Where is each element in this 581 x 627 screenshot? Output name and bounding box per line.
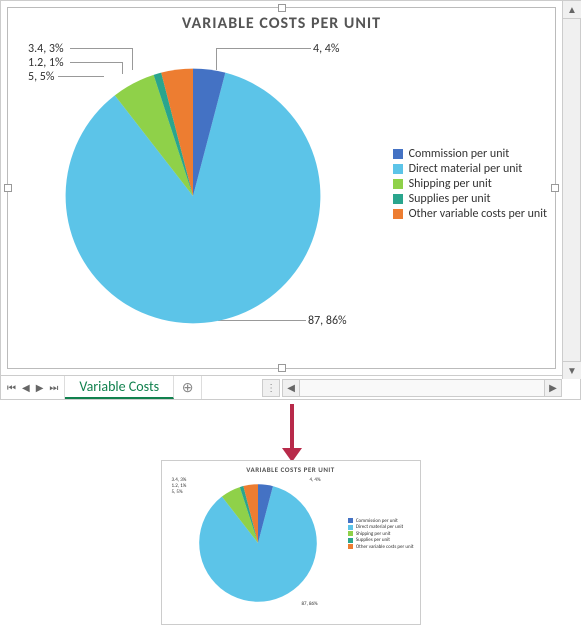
pie-chart[interactable]	[63, 66, 323, 326]
legend-swatch	[393, 194, 403, 204]
nav-first-icon[interactable]: ⏮	[7, 381, 16, 394]
legend-label: Direct material per unit	[409, 162, 523, 176]
leader-line	[70, 62, 122, 63]
leader-line	[216, 48, 311, 49]
scroll-up-button[interactable]: ▲	[563, 1, 581, 19]
data-label-supplies: 1.2, 1%	[28, 56, 64, 70]
excel-window: VARIABLE COSTS PER UNIT 3.4, 3% 1.2, 1% …	[0, 0, 581, 400]
data-label-commission: 4, 4%	[313, 42, 339, 56]
nav-prev-icon[interactable]: ◀	[22, 381, 30, 394]
sheet-nav-buttons: ⏮ ◀ ▶ ⏭	[1, 376, 65, 399]
hscroll-track[interactable]	[300, 379, 544, 397]
new-sheet-button[interactable]: ⊕	[174, 376, 202, 399]
legend-swatch	[393, 149, 403, 159]
legend-swatch	[393, 179, 403, 189]
arrow-indicator	[0, 400, 581, 460]
scroll-right-button[interactable]: ▶	[544, 379, 562, 397]
thumb-legend: Commission per unit Direct material per …	[348, 517, 414, 550]
leader-line	[70, 48, 132, 49]
legend-label: Supplies per unit	[409, 192, 491, 206]
chart-title[interactable]: VARIABLE COSTS PER UNIT	[8, 8, 555, 35]
nav-last-icon[interactable]: ⏭	[49, 381, 58, 394]
chart-legend[interactable]: Commission per unit Direct material per …	[393, 146, 547, 222]
legend-swatch	[393, 209, 403, 219]
chart-plot-area[interactable]: 3.4, 3% 1.2, 1% 5, 5% 4, 4% 87, 86%	[8, 36, 555, 368]
data-label-other: 3.4, 3%	[28, 42, 64, 56]
sheet-tab-bar: ⏮ ◀ ▶ ⏭ Variable Costs ⊕ ⋮ ◀ ▶	[1, 375, 562, 399]
nav-next-icon[interactable]: ▶	[36, 381, 44, 394]
thumb-title: VARIABLE COSTS PER UNIT	[162, 461, 420, 474]
vertical-scrollbar[interactable]: ▲ ▼	[562, 1, 580, 379]
horizontal-scrollbar[interactable]: ⋮ ◀ ▶	[262, 376, 562, 399]
legend-label: Shipping per unit	[409, 177, 492, 191]
legend-label: Other variable costs per unit	[409, 207, 547, 221]
thumb-pie	[198, 483, 318, 603]
legend-item-shipping[interactable]: Shipping per unit	[393, 177, 547, 191]
resize-handle-top[interactable]	[278, 4, 286, 12]
arrow-shaft	[290, 404, 294, 452]
thumb-label-shipping: 5, 5%	[172, 489, 183, 495]
scroll-left-button[interactable]: ◀	[282, 379, 300, 397]
legend-swatch	[393, 164, 403, 174]
scroll-down-button[interactable]: ▼	[563, 361, 581, 379]
legend-label: Commission per unit	[409, 147, 510, 161]
data-label-shipping: 5, 5%	[28, 70, 54, 84]
tab-scroll-splitter[interactable]: ⋮	[262, 379, 280, 397]
legend-item-supplies[interactable]: Supplies per unit	[393, 192, 547, 206]
legend-item-other[interactable]: Other variable costs per unit	[393, 207, 547, 221]
legend-item-direct-material[interactable]: Direct material per unit	[393, 162, 547, 176]
sheet-tab-label: Variable Costs	[79, 378, 159, 395]
chart-object[interactable]: VARIABLE COSTS PER UNIT 3.4, 3% 1.2, 1% …	[7, 7, 556, 369]
legend-item-commission[interactable]: Commission per unit	[393, 147, 547, 161]
sheet-tab-variable-costs[interactable]: Variable Costs	[65, 376, 174, 399]
thumbnail-preview: VARIABLE COSTS PER UNIT 3.4, 3% 1.2, 1% …	[161, 460, 421, 625]
